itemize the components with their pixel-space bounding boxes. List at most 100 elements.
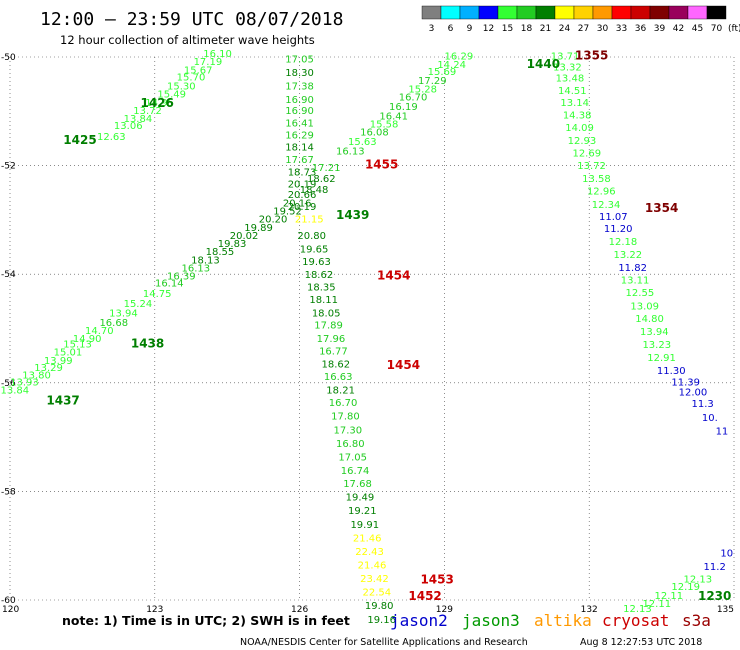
footer-note: note: 1) Time is in UTC; 2) SWH is in fe… xyxy=(62,613,350,628)
wave-height-value: 13.84 xyxy=(1,386,30,397)
time-labels: 1426 1425 1440 1355 1455 1439 1354 1454 1438 1454… xyxy=(46,49,731,603)
wave-height-value: 16.70 xyxy=(399,92,428,103)
wave-height-value: 15.70 xyxy=(177,72,206,83)
wave-height-value: 17.68 xyxy=(343,479,372,490)
scale-swatch xyxy=(535,5,556,20)
wave-height-value: 15.24 xyxy=(124,299,153,310)
wave-height-value: 16.90 xyxy=(285,106,314,117)
wave-height-value: 16.29 xyxy=(285,130,314,141)
wave-height-value: 18.14 xyxy=(285,142,314,153)
wave-height-value: 11.39 xyxy=(671,378,700,389)
pass-time-label: 1453 xyxy=(420,573,453,587)
wave-height-value: 16.80 xyxy=(336,439,365,450)
wave-height-value: 12.91 xyxy=(647,353,676,364)
scale-swatch xyxy=(630,5,651,20)
wave-height-value: 16.13 xyxy=(182,263,211,274)
wave-height-value: 19.21 xyxy=(348,506,377,517)
wave-height-value: 15.28 xyxy=(408,84,437,95)
scale-label: 9 xyxy=(467,24,473,34)
scale-label: 70 xyxy=(711,24,723,34)
scale-label: 21 xyxy=(540,24,551,34)
pass-time-label: 1452 xyxy=(408,589,441,603)
wave-height-value: 12.11 xyxy=(655,591,684,602)
scale-label: 39 xyxy=(654,24,666,34)
wave-height-value: 21.46 xyxy=(353,533,382,544)
wave-height-value: 13.58 xyxy=(582,174,611,185)
wave-height-value: 13.14 xyxy=(560,98,589,109)
y-tick-label: -54 xyxy=(1,270,16,280)
wave-height-value: 19.80 xyxy=(365,601,394,612)
scale-unit: (ft) xyxy=(728,24,740,34)
pass-time-label: 1439 xyxy=(336,208,369,222)
scale-label: 30 xyxy=(597,24,609,34)
wave-height-value: 15.58 xyxy=(370,120,399,131)
scale-swatch xyxy=(592,5,613,20)
y-tick-label: -56 xyxy=(1,379,16,389)
x-tick-label: 132 xyxy=(581,605,598,615)
scale-swatch xyxy=(497,5,518,20)
wave-height-value: 16.19 xyxy=(389,102,418,113)
wave-height-value: 13.09 xyxy=(630,301,659,312)
wave-height-value: 10. xyxy=(702,413,718,424)
wave-height-value: 13.80 xyxy=(22,370,51,381)
wave-height-value: 16.77 xyxy=(319,347,348,358)
wave-height-value: 17.05 xyxy=(285,54,314,65)
wave-height-value: 18.48 xyxy=(300,185,329,196)
x-tick-label: 123 xyxy=(146,605,163,615)
wave-height-value: 16.29 xyxy=(445,52,474,63)
wave-height-value: 13.72 xyxy=(577,161,606,172)
wave-height-value: 17.05 xyxy=(338,452,367,463)
wave-height-value: 17.29 xyxy=(418,76,447,87)
wave-height-value: 13.71 xyxy=(551,52,580,63)
scale-swatch xyxy=(478,5,499,20)
wave-height-value: 13.99 xyxy=(44,356,73,367)
wave-height-value: 21.15 xyxy=(295,215,324,226)
satellite-altika: altika xyxy=(534,611,592,630)
pass-time-label: 1455 xyxy=(365,157,398,171)
scale-label: 36 xyxy=(635,24,647,34)
wave-height-value: 19.91 xyxy=(350,520,379,531)
wave-height-value: 11.3 xyxy=(691,399,713,410)
scale-swatch xyxy=(554,5,575,20)
wave-height-value: 19.89 xyxy=(244,223,273,234)
wave-height-value: 11.2 xyxy=(704,562,726,573)
satellite-legend: jason2 jason3 altika cryosat s3a xyxy=(390,611,711,630)
wave-height-value: 17.38 xyxy=(285,82,314,93)
scale-swatch xyxy=(421,5,442,20)
wave-height-value: 13.22 xyxy=(613,250,642,261)
pass-time-label: 1354 xyxy=(645,201,678,215)
wave-height-value: 18.62 xyxy=(321,360,350,371)
wave-height-value: 11.82 xyxy=(618,263,647,274)
wave-height-value: 16.08 xyxy=(360,128,389,139)
wave-height-value: 12.69 xyxy=(572,148,601,159)
wave-height-value: 12.96 xyxy=(587,186,616,197)
wave-height-value: 12.13 xyxy=(683,575,712,586)
satellite-cryosat: cryosat xyxy=(602,611,669,630)
wave-height-value: 14.24 xyxy=(437,60,466,71)
scale-label: 24 xyxy=(559,24,571,34)
wave-height-value: 12.55 xyxy=(626,288,655,299)
wave-height-value: 14.80 xyxy=(635,314,664,325)
wave-height-value: 13.93 xyxy=(10,378,39,389)
x-tick-label: 135 xyxy=(717,605,734,615)
wave-height-value: 16.13 xyxy=(336,147,365,158)
wave-height-value: 20.80 xyxy=(297,231,326,242)
scale-label: 3 xyxy=(429,24,435,34)
wave-height-value: 20.16 xyxy=(283,198,312,209)
x-tick-label: 129 xyxy=(436,605,453,615)
wave-height-value: 20.66 xyxy=(288,190,317,201)
pass-time-label: 1437 xyxy=(46,394,79,408)
wave-height-value: 11.20 xyxy=(604,224,633,235)
pass-time-label: 1355 xyxy=(575,49,608,63)
scale-label: 15 xyxy=(502,24,513,34)
pass-time-label: 1230 xyxy=(698,589,731,603)
wave-height-value: 13.94 xyxy=(640,327,669,338)
wave-height-value: 16.74 xyxy=(341,466,370,477)
wave-height-value: 17.30 xyxy=(334,425,363,436)
wave-height-value: 18.55 xyxy=(206,247,235,258)
wave-height-value: 17.21 xyxy=(312,163,341,174)
y-tick-label: -60 xyxy=(1,596,16,606)
wave-height-value: 18.13 xyxy=(191,255,220,266)
